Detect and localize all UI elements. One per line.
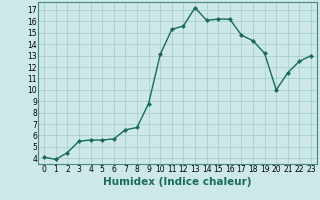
X-axis label: Humidex (Indice chaleur): Humidex (Indice chaleur) — [103, 177, 252, 187]
